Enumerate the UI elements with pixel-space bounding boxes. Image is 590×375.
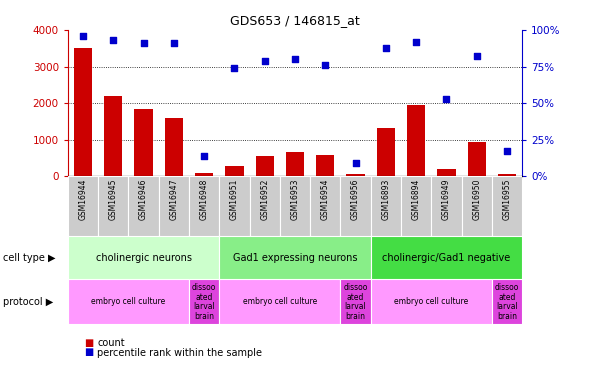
Text: embryo cell culture: embryo cell culture <box>91 297 166 306</box>
Point <box>472 53 481 59</box>
Text: count: count <box>97 338 125 348</box>
Point <box>260 58 270 64</box>
Text: GSM16948: GSM16948 <box>199 178 209 220</box>
Bar <box>371 279 492 324</box>
Bar <box>431 176 461 236</box>
Text: Gad1 expressing neurons: Gad1 expressing neurons <box>232 253 358 263</box>
Text: ■: ■ <box>84 338 93 348</box>
Text: GSM16949: GSM16949 <box>442 178 451 220</box>
Bar <box>68 279 189 324</box>
Bar <box>407 105 425 176</box>
Text: percentile rank within the sample: percentile rank within the sample <box>97 348 263 357</box>
Point <box>502 148 512 154</box>
Text: GSM16955: GSM16955 <box>503 178 512 220</box>
Bar <box>195 173 213 176</box>
Text: GSM16893: GSM16893 <box>381 178 391 220</box>
Text: GSM16947: GSM16947 <box>169 178 178 220</box>
Text: protocol ▶: protocol ▶ <box>3 297 53 307</box>
Text: cell type ▶: cell type ▶ <box>3 253 55 263</box>
Point <box>320 62 330 68</box>
Text: cholinergic neurons: cholinergic neurons <box>96 253 192 263</box>
Text: dissoo
ated
larval
brain: dissoo ated larval brain <box>495 283 519 321</box>
Bar <box>74 48 92 176</box>
Point <box>199 153 209 159</box>
Text: GSM16954: GSM16954 <box>321 178 330 220</box>
Bar <box>219 236 371 279</box>
Bar <box>286 152 304 176</box>
Bar <box>346 174 365 176</box>
Bar <box>189 176 219 236</box>
Bar <box>340 176 371 236</box>
Text: cholinergic/Gad1 negative: cholinergic/Gad1 negative <box>382 253 510 263</box>
Text: GSM16951: GSM16951 <box>230 178 239 220</box>
Bar <box>371 176 401 236</box>
Title: GDS653 / 146815_at: GDS653 / 146815_at <box>230 15 360 27</box>
Bar <box>340 279 371 324</box>
Bar <box>165 118 183 176</box>
Point <box>411 39 421 45</box>
Text: GSM16956: GSM16956 <box>351 178 360 220</box>
Point <box>442 96 451 102</box>
Text: GSM16945: GSM16945 <box>109 178 118 220</box>
Point <box>381 45 391 51</box>
Bar <box>225 166 244 176</box>
Bar <box>135 109 153 176</box>
Bar <box>461 176 492 236</box>
Bar <box>468 142 486 176</box>
Text: embryo cell culture: embryo cell culture <box>394 297 468 306</box>
Point <box>78 33 88 39</box>
Bar <box>129 176 159 236</box>
Point <box>109 37 118 43</box>
Bar <box>159 176 189 236</box>
Point <box>139 40 148 46</box>
Bar <box>437 169 455 176</box>
Text: ■: ■ <box>84 348 93 357</box>
Bar <box>104 96 122 176</box>
Bar <box>189 279 219 324</box>
Bar <box>68 236 219 279</box>
Bar <box>310 176 340 236</box>
Bar <box>371 236 522 279</box>
Text: GSM16952: GSM16952 <box>260 178 269 220</box>
Bar <box>250 176 280 236</box>
Bar <box>492 176 522 236</box>
Text: GSM16894: GSM16894 <box>412 178 421 220</box>
Text: GSM16953: GSM16953 <box>290 178 300 220</box>
Point <box>290 56 300 62</box>
Text: dissoo
ated
larval
brain: dissoo ated larval brain <box>192 283 217 321</box>
Bar <box>219 176 250 236</box>
Bar <box>255 156 274 176</box>
Text: dissoo
ated
larval
brain: dissoo ated larval brain <box>343 283 368 321</box>
Bar <box>498 174 516 176</box>
Text: GSM16944: GSM16944 <box>78 178 87 220</box>
Bar <box>280 176 310 236</box>
Bar <box>492 279 522 324</box>
Bar <box>316 155 335 176</box>
Bar <box>98 176 129 236</box>
Text: GSM16950: GSM16950 <box>472 178 481 220</box>
Point <box>351 160 360 166</box>
Bar <box>68 176 98 236</box>
Point <box>230 65 239 71</box>
Bar <box>401 176 431 236</box>
Bar <box>377 128 395 176</box>
Point <box>169 40 179 46</box>
Text: GSM16946: GSM16946 <box>139 178 148 220</box>
Text: embryo cell culture: embryo cell culture <box>242 297 317 306</box>
Bar <box>219 279 340 324</box>
